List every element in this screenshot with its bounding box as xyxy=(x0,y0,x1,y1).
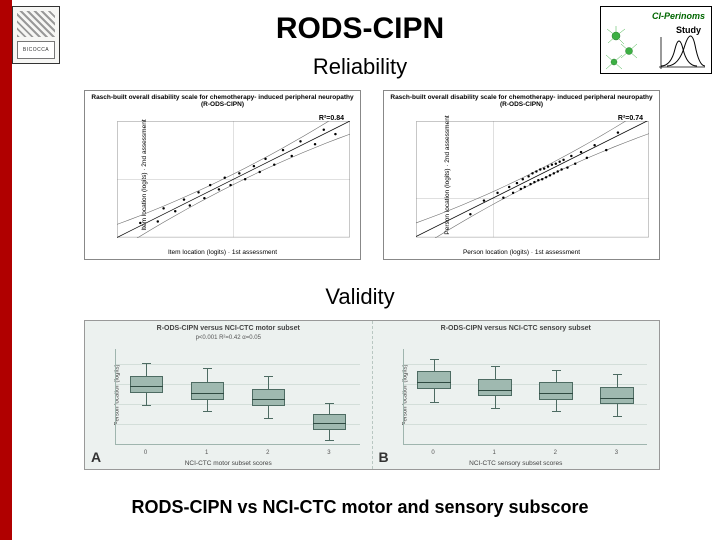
panel-title: R-ODS-CIPN versus NCI-CTC motor subset xyxy=(85,325,372,332)
scatter-plot-svg xyxy=(117,121,350,238)
chart-title: Rasch-built overall disability scale for… xyxy=(91,94,354,109)
chart-title: Rasch-built overall disability scale for… xyxy=(390,94,653,109)
validity-boxplots: R-ODS-CIPN versus NCI-CTC motor subset p… xyxy=(84,320,660,470)
x-axis-label: NCI-CTC sensory subset scores xyxy=(373,460,660,467)
boxplot-area xyxy=(403,349,648,445)
boxplot-area xyxy=(115,349,360,445)
x-ticks: 0123 xyxy=(115,450,360,456)
panel-letter: A xyxy=(91,449,101,465)
x-axis-label: Item location (logits) · 1st assessment xyxy=(85,249,360,256)
x-axis-label: NCI-CTC motor subset scores xyxy=(85,460,372,467)
section-heading-validity: Validity xyxy=(0,284,720,310)
scatter-chart-items: Rasch-built overall disability scale for… xyxy=(84,90,361,260)
boxplot-panel-b: R-ODS-CIPN versus NCI-CTC sensory subset… xyxy=(372,321,660,469)
accent-bar xyxy=(0,0,12,540)
x-ticks: 0123 xyxy=(403,450,648,456)
scatter-plot-svg xyxy=(416,121,649,238)
section-heading-reliability: Reliability xyxy=(0,54,720,80)
boxplot-panel-a: R-ODS-CIPN versus NCI-CTC motor subset p… xyxy=(85,321,372,469)
panel-letter: B xyxy=(379,449,389,465)
page-title: RODS-CIPN xyxy=(0,12,720,46)
p-value-text: p<0.001 R²=0.42 α=0.05 xyxy=(196,335,261,342)
caption: RODS-CIPN vs NCI-CTC motor and sensory s… xyxy=(0,497,720,518)
x-axis-label: Person location (logits) · 1st assessmen… xyxy=(384,249,659,256)
scatter-chart-persons: Rasch-built overall disability scale for… xyxy=(383,90,660,260)
slide: BICOCCA CI-Perinoms Study RODS-CIPN Rel xyxy=(0,0,720,540)
panel-title: R-ODS-CIPN versus NCI-CTC sensory subset xyxy=(373,325,660,332)
reliability-charts: Rasch-built overall disability scale for… xyxy=(84,90,660,260)
